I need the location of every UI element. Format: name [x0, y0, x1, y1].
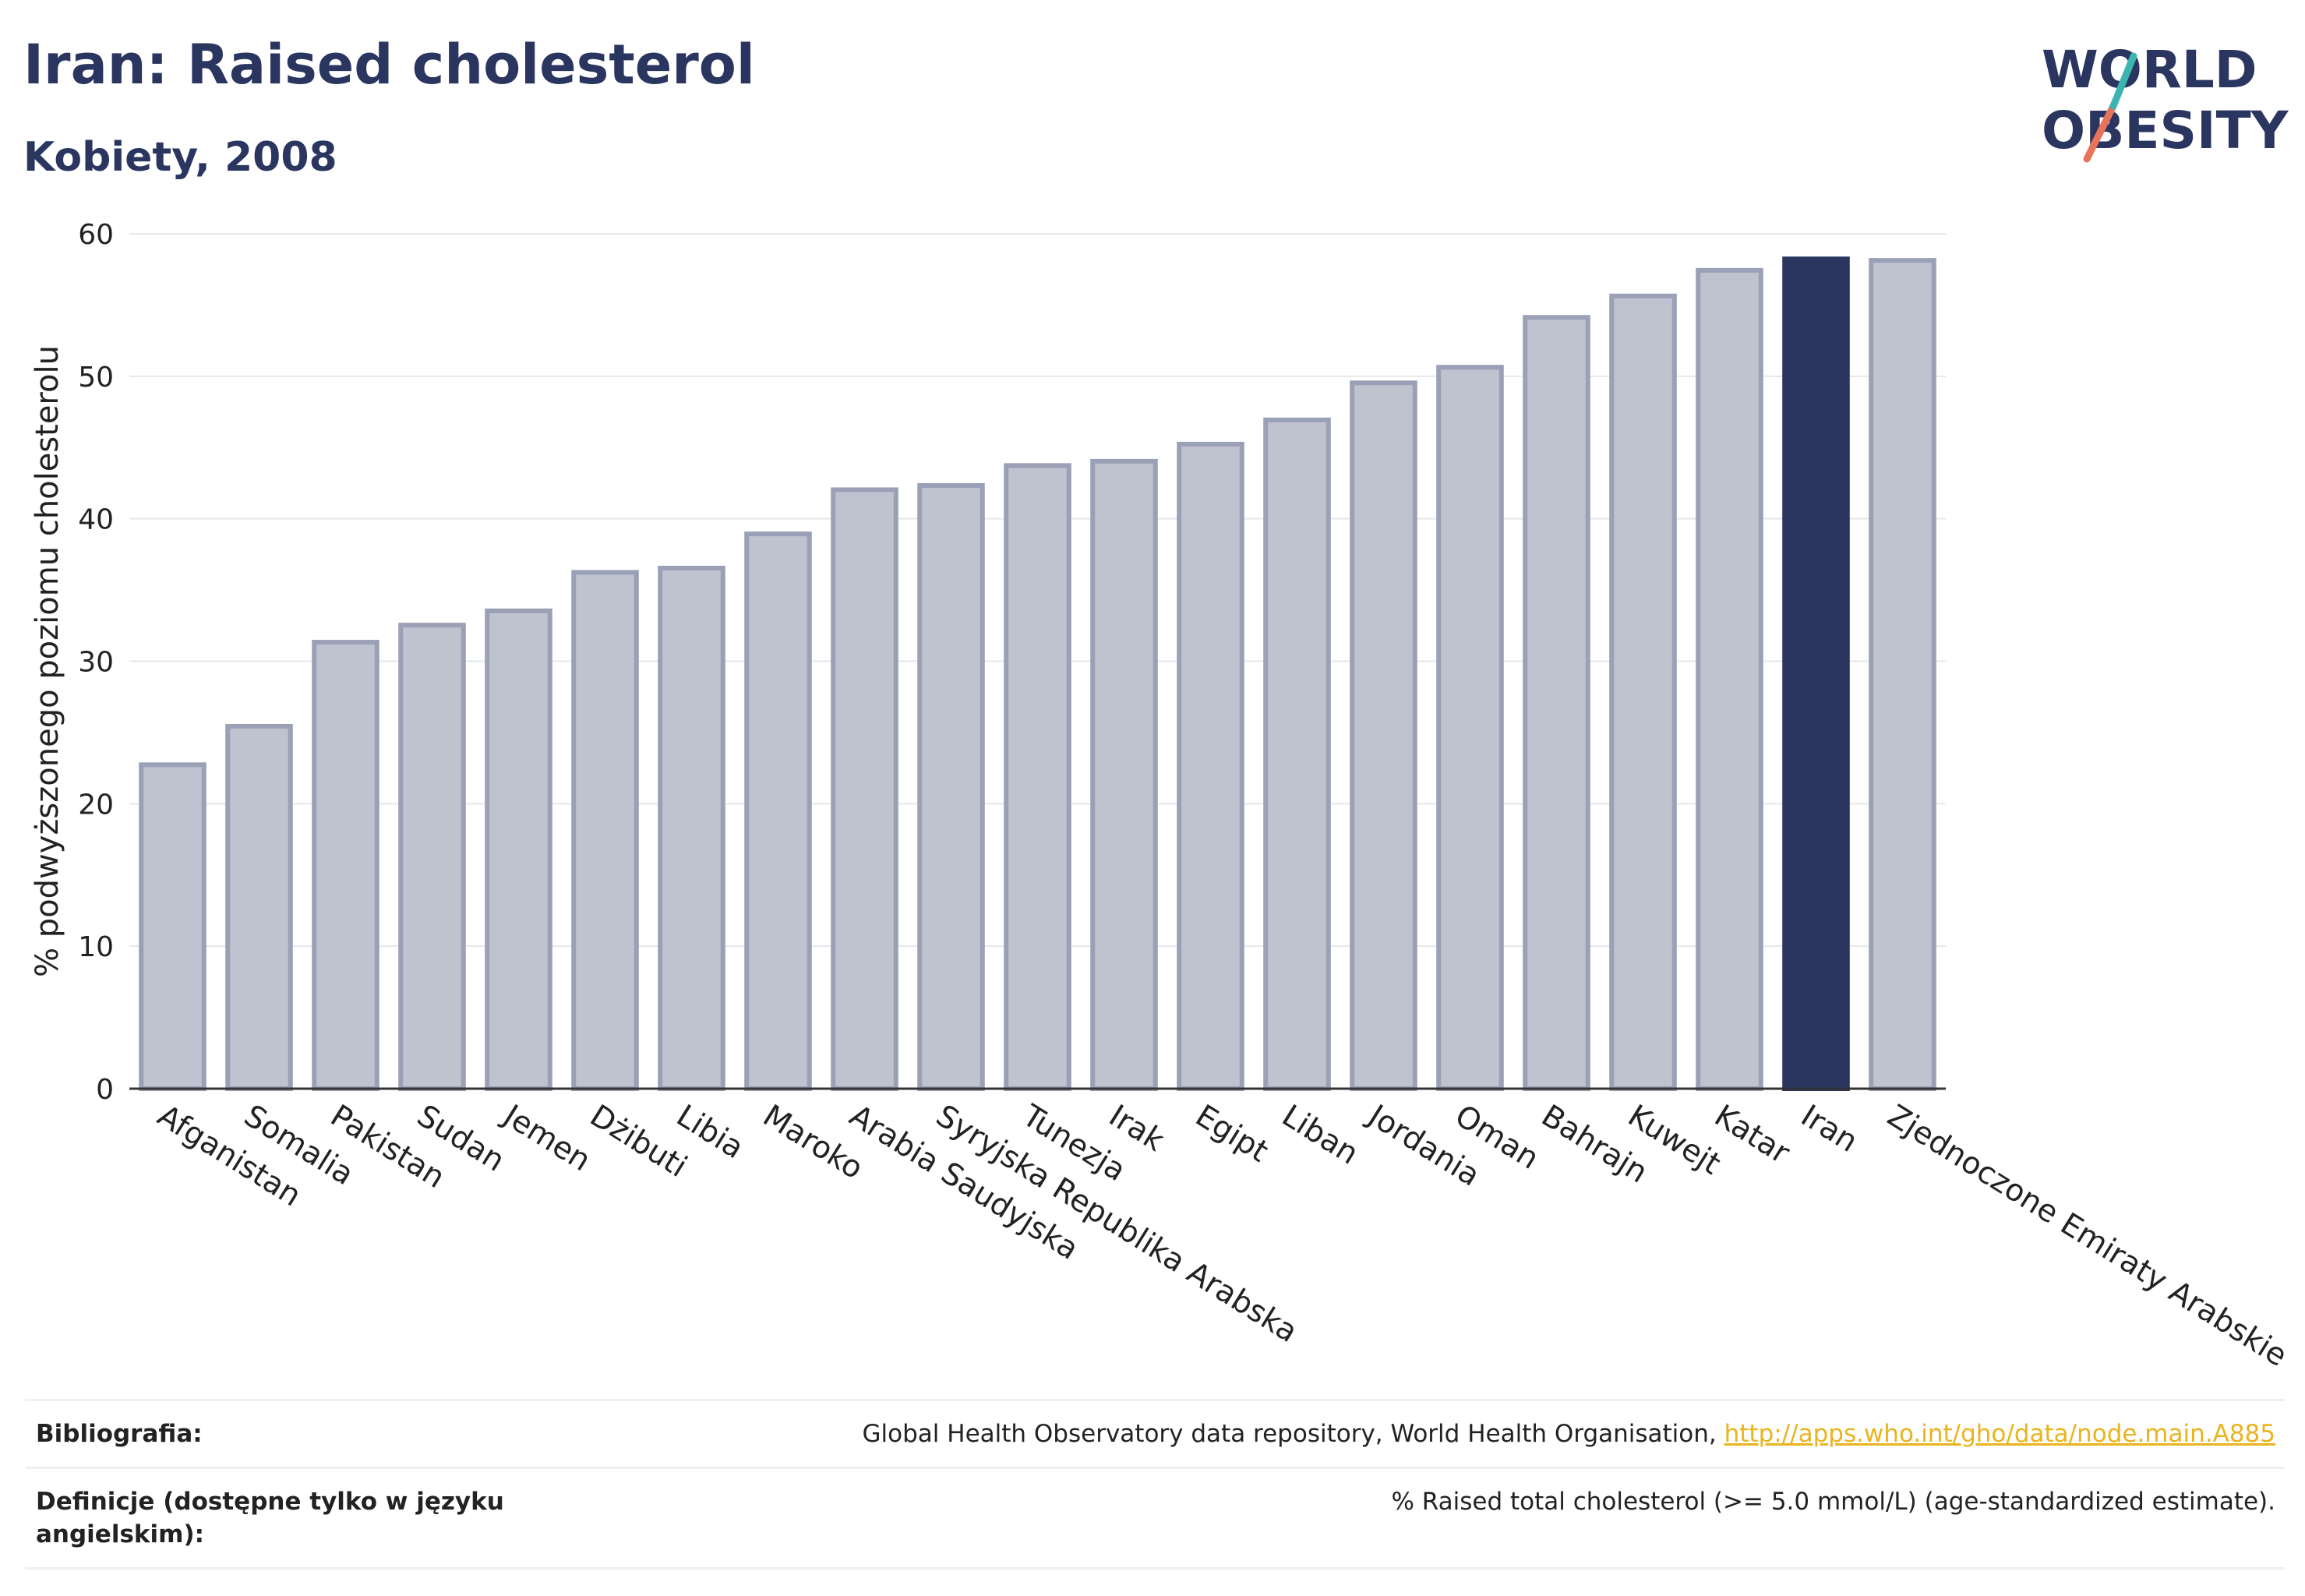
definitions-label: Definicje (dostępne tylko w języku angie…: [36, 1487, 504, 1548]
world-obesity-logo: WORLD OBESITY: [2042, 40, 2289, 163]
y-tick-0: 0: [96, 1074, 114, 1106]
bar-sudan[interactable]: [398, 623, 466, 1091]
bar-iran[interactable]: [1782, 256, 1850, 1092]
x-label-13: Liban: [1276, 1098, 1364, 1171]
logo-slash-red: [2083, 102, 2117, 163]
x-label-4: Jemen: [496, 1097, 597, 1179]
y-tick-5: 50: [78, 362, 114, 394]
bar-dżibuti[interactable]: [571, 570, 639, 1091]
bar-somalia[interactable]: [225, 723, 293, 1091]
definitions-row: Definicje (dostępne tylko w języku angie…: [25, 1466, 2285, 1570]
logo-slash-teal: [2109, 52, 2137, 110]
x-label-12: Egipt: [1189, 1098, 1274, 1169]
x-category-labels: AfganistanSomaliaPakistanSudanJemenDżibu…: [151, 1097, 2293, 1374]
bar-jemen[interactable]: [485, 608, 552, 1091]
bar-chart: 0 10 20 30 40 50 60 AfganistanSomaliaPakistanS…: [30, 219, 2293, 1374]
bar-syryjska-republika-arabska[interactable]: [917, 482, 985, 1091]
bibliography-value: Global Health Observatory data repositor…: [863, 1418, 2275, 1451]
bar-pakistan[interactable]: [312, 640, 379, 1091]
bibliography-text: Global Health Observatory data repositor…: [862, 1420, 1724, 1448]
x-label-20: Zjednoczone Emiraty Arabskie: [1881, 1098, 2293, 1373]
chart-title: Iran: Raised cholesterol: [23, 33, 755, 97]
y-tick-2: 20: [78, 789, 114, 821]
bar-katar[interactable]: [1696, 267, 1763, 1091]
bar-jordania[interactable]: [1350, 380, 1417, 1091]
bar-zjednoczone-emiraty-arabskie[interactable]: [1869, 258, 1936, 1091]
y-tick-6: 60: [78, 219, 114, 251]
x-label-18: Katar: [1708, 1098, 1796, 1171]
bibliography-row: Bibliografia: Global Health Observatory …: [25, 1399, 2285, 1467]
bar-libia[interactable]: [658, 566, 725, 1091]
y-tick-1: 10: [78, 931, 114, 963]
bar-irak[interactable]: [1090, 458, 1158, 1091]
x-label-7: Maroko: [757, 1098, 869, 1186]
bibliography-label: Bibliografia:: [36, 1420, 203, 1448]
definitions-value: % Raised total cholesterol (>= 5.0 mmol/…: [1391, 1487, 2275, 1516]
bar-tunezja[interactable]: [1004, 463, 1071, 1091]
logo-line-2: OBESITY: [2042, 101, 2289, 161]
bar-arabia-saudyjska[interactable]: [831, 487, 898, 1091]
bar-kuwejt[interactable]: [1609, 293, 1677, 1092]
x-label-5: Dżibuti: [584, 1098, 693, 1185]
chart-subtitle: Kobiety, 2008: [23, 134, 337, 181]
bar-oman[interactable]: [1436, 365, 1504, 1091]
bar-egipt[interactable]: [1177, 441, 1244, 1091]
logo-line-1: WORLD: [2042, 40, 2257, 100]
bar-maroko[interactable]: [744, 531, 812, 1091]
y-tick-4: 40: [78, 504, 114, 536]
bibliography-link[interactable]: http://apps.who.int/gho/data/node.main.A…: [1724, 1420, 2275, 1448]
y-tick-3: 30: [78, 647, 114, 679]
bar-bahrajn[interactable]: [1523, 315, 1590, 1091]
bar-afganistan[interactable]: [139, 762, 206, 1091]
bars: [139, 256, 1936, 1092]
y-tick-labels: 0 10 20 30 40 50 60: [78, 219, 114, 1106]
bar-liban[interactable]: [1263, 417, 1331, 1091]
footer: Bibliografia: Global Health Observatory …: [25, 1399, 2285, 1570]
y-axis-label: % podwyższonego poziomu cholesterolu: [30, 345, 65, 977]
x-label-19: Iran: [1795, 1098, 1863, 1160]
